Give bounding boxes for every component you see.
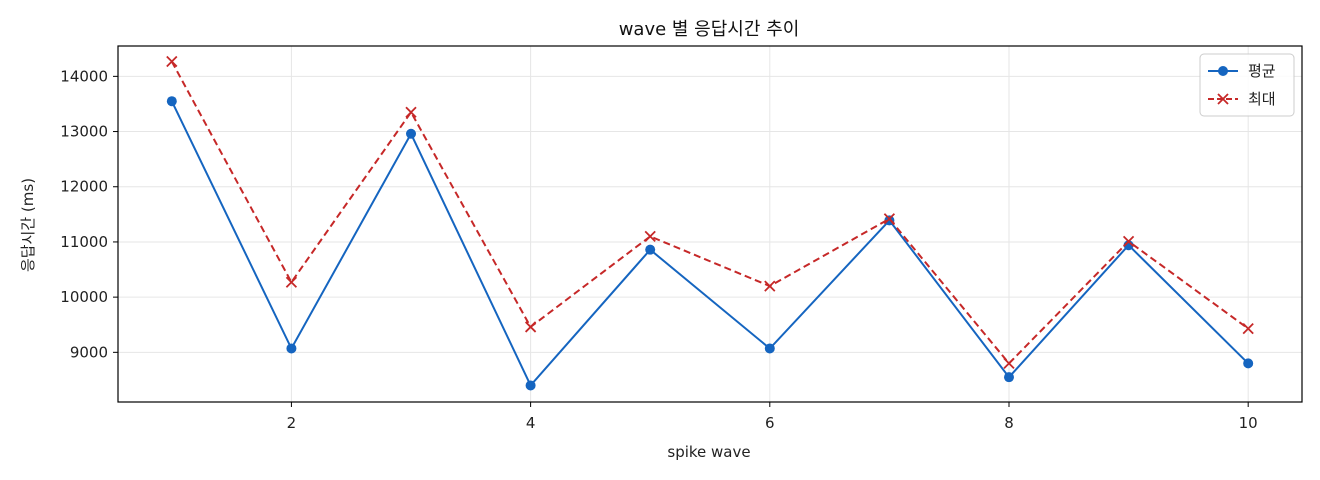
data-point: [764, 280, 776, 292]
data-point: [645, 244, 656, 255]
x-tick-label: 10: [1239, 414, 1258, 432]
plot-frame: [117, 45, 1303, 403]
data-point: [883, 213, 896, 225]
data-point: [405, 106, 417, 118]
x-tick-label: 8: [1004, 414, 1014, 432]
data-point: [286, 343, 297, 354]
y-tick-label: 9000: [70, 343, 108, 361]
x-tick-label: 6: [765, 414, 775, 432]
data-point: [166, 55, 178, 68]
data-point: [525, 380, 536, 391]
data-point: [1003, 372, 1014, 383]
y-axis-label: 응답시간 (ms): [19, 178, 37, 272]
data-point: [1243, 358, 1254, 369]
data-point: [1003, 357, 1015, 370]
x-tick-label: 4: [526, 414, 536, 432]
legend-label: 최대: [1248, 90, 1276, 108]
data-point: [166, 96, 177, 107]
y-tick-label: 14000: [60, 67, 108, 85]
x-tick-label: 2: [287, 414, 297, 432]
series-lines: [166, 55, 1254, 391]
series-2: [166, 55, 1254, 370]
legend-marker: [1218, 66, 1228, 76]
series-1: [166, 96, 1254, 391]
series-line: [170, 100, 1249, 388]
data-point: [644, 230, 656, 243]
data-point: [406, 128, 417, 139]
data-point: [524, 321, 537, 333]
chart-title: wave 별 응답시간 추이: [619, 19, 800, 40]
legend-label: 평균: [1248, 62, 1276, 80]
data-point: [1242, 322, 1254, 335]
x-axis-label: spike wave: [667, 443, 750, 461]
legend-box: [1199, 53, 1295, 117]
series-line: [170, 61, 1249, 365]
data-point: [764, 343, 775, 354]
y-tick-label: 13000: [60, 123, 108, 141]
y-tick-label: 12000: [60, 178, 108, 196]
grid-lines: [118, 46, 1302, 402]
axis-ticks: 2 4 6 8 10 9000 10000 11000 12000 13000 14000: [60, 67, 1257, 432]
legend-marker: [1217, 93, 1229, 105]
data-point: [1122, 235, 1135, 248]
y-tick-label: 11000: [60, 233, 108, 251]
data-point: [285, 276, 298, 288]
y-tick-label: 10000: [60, 288, 108, 306]
